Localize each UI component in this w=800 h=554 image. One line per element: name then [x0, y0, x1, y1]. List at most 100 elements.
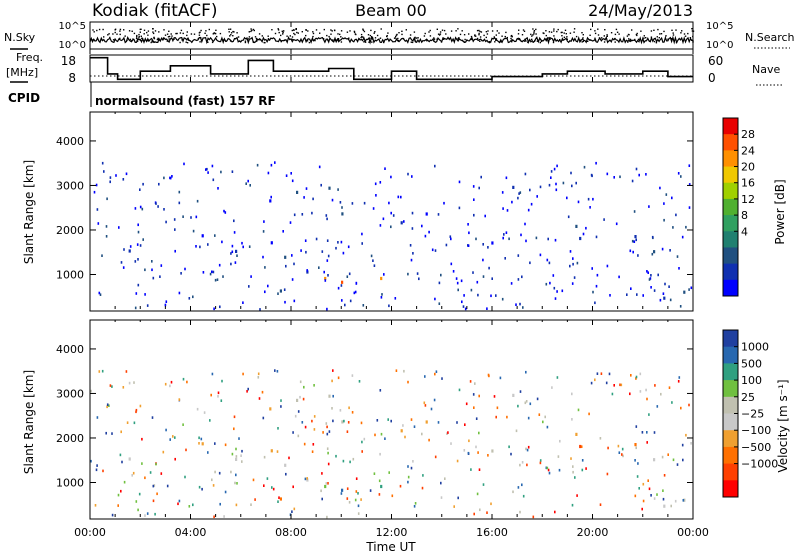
- power-echo-cell: [519, 191, 522, 194]
- power-echo-cell: [160, 264, 163, 267]
- search-count-dot: [569, 32, 572, 34]
- search-right-tick-top: 10^5: [706, 21, 733, 32]
- power-echo-cell: [262, 255, 264, 259]
- search-count-dot: [230, 34, 232, 36]
- power-echo-cell: [324, 276, 327, 281]
- search-count-dot: [680, 32, 682, 34]
- power-echo-cell: [671, 196, 673, 200]
- search-count-dot: [533, 33, 535, 35]
- velocity-echo-cell: [619, 383, 621, 387]
- search-count-dot: [119, 33, 121, 36]
- velocity-echo-cell: [653, 497, 656, 500]
- search-count-dot: [205, 30, 207, 32]
- velocity-echo-cell: [139, 404, 142, 408]
- search-count-dot: [527, 41, 529, 44]
- power-echo-cell: [550, 176, 552, 179]
- search-count-dot: [291, 29, 293, 32]
- velocity-echo-cell: [96, 416, 99, 419]
- power-echo-cell: [606, 172, 609, 176]
- power-echo-cell: [173, 218, 176, 221]
- search-count-dot: [186, 31, 188, 33]
- power-echo-cell: [659, 298, 662, 302]
- search-count-dot: [559, 39, 561, 41]
- power-echo-cell: [335, 246, 337, 250]
- power-echo-cell: [633, 240, 636, 243]
- power-echo-cell: [480, 175, 482, 179]
- velocity-echo-cell: [646, 397, 648, 401]
- velocity-echo-cell: [128, 457, 131, 461]
- velocity-colorbar-swatch: [723, 480, 738, 498]
- velocity-echo-cell: [360, 498, 362, 501]
- power-echo-cell: [373, 264, 376, 267]
- velocity-echo-cell: [303, 442, 306, 446]
- power-echo-cell: [184, 267, 186, 271]
- velocity-echo-cell: [325, 422, 328, 425]
- search-count-dot: [672, 34, 675, 36]
- velocity-echo-cell: [207, 451, 209, 454]
- power-echo-cell: [511, 200, 513, 204]
- search-count-dot: [277, 28, 279, 30]
- search-count-dot: [582, 34, 584, 36]
- search-count-dot: [367, 34, 370, 36]
- power-echo-cell: [539, 253, 542, 257]
- search-count-dot: [126, 39, 128, 42]
- power-echo-cell: [546, 258, 549, 262]
- search-count-dot: [670, 38, 673, 40]
- power-echo-cell: [136, 243, 139, 246]
- power-echo-cell: [392, 214, 395, 217]
- search-count-dot: [223, 39, 225, 41]
- power-echo-cell: [473, 198, 475, 201]
- search-count-dot: [389, 38, 391, 41]
- velocity-echo-cell: [133, 381, 135, 384]
- power-echo-cell: [201, 234, 204, 238]
- velocity-echo-cell: [297, 434, 300, 438]
- search-count-dot: [228, 28, 230, 30]
- power-echo-cell: [242, 301, 244, 304]
- velocity-echo-cell: [214, 470, 216, 474]
- power-echo-cell: [450, 237, 452, 241]
- power-echo-cell: [653, 289, 656, 292]
- search-count-dot: [114, 29, 116, 31]
- search-count-dot: [494, 41, 496, 43]
- velocity-echo-cell: [638, 487, 640, 490]
- velocity-echo-cell: [376, 419, 379, 422]
- search-count-dot: [564, 29, 567, 31]
- power-echo-cell: [648, 278, 651, 281]
- velocity-echo-cell: [430, 407, 433, 411]
- power-echo-cell: [672, 226, 674, 229]
- search-count-dot: [394, 37, 396, 39]
- power-echo-cell: [556, 164, 558, 168]
- power-echo-cell: [293, 299, 296, 303]
- velocity-echo-cell: [293, 507, 296, 511]
- search-count-dot: [225, 40, 227, 42]
- power-echo-cell: [270, 163, 273, 167]
- search-count-dot: [153, 41, 155, 43]
- power-echo-cell: [219, 305, 221, 309]
- power-echo-cell: [306, 270, 309, 274]
- search-count-dot: [168, 35, 171, 38]
- search-count-dot: [140, 35, 142, 37]
- velocity-echo-cell: [599, 437, 602, 440]
- power-echo-cell: [231, 250, 234, 254]
- search-count-dot: [136, 36, 138, 38]
- search-count-dot: [547, 37, 550, 39]
- search-count-dot: [163, 37, 165, 39]
- search-count-dot: [590, 28, 592, 31]
- velocity-echo-cell: [261, 390, 264, 394]
- power-echo-cell: [482, 258, 484, 262]
- search-count-dot: [232, 35, 234, 37]
- search-count-dot: [212, 33, 214, 35]
- power-echo-cell: [461, 300, 463, 304]
- velocity-echo-cell: [182, 377, 185, 381]
- velocity-echo-cell: [468, 439, 470, 443]
- power-echo-cell: [169, 176, 171, 180]
- velocity-echo-cell: [678, 376, 681, 379]
- velocity-echo-cell: [571, 503, 574, 507]
- velocity-echo-cell: [278, 496, 280, 499]
- search-count-dot: [409, 34, 412, 36]
- velocity-echo-cell: [469, 380, 472, 383]
- search-count-dot: [628, 34, 630, 36]
- search-count-dot: [581, 32, 583, 34]
- search-count-dot: [655, 42, 658, 44]
- power-echo-cell: [331, 198, 334, 202]
